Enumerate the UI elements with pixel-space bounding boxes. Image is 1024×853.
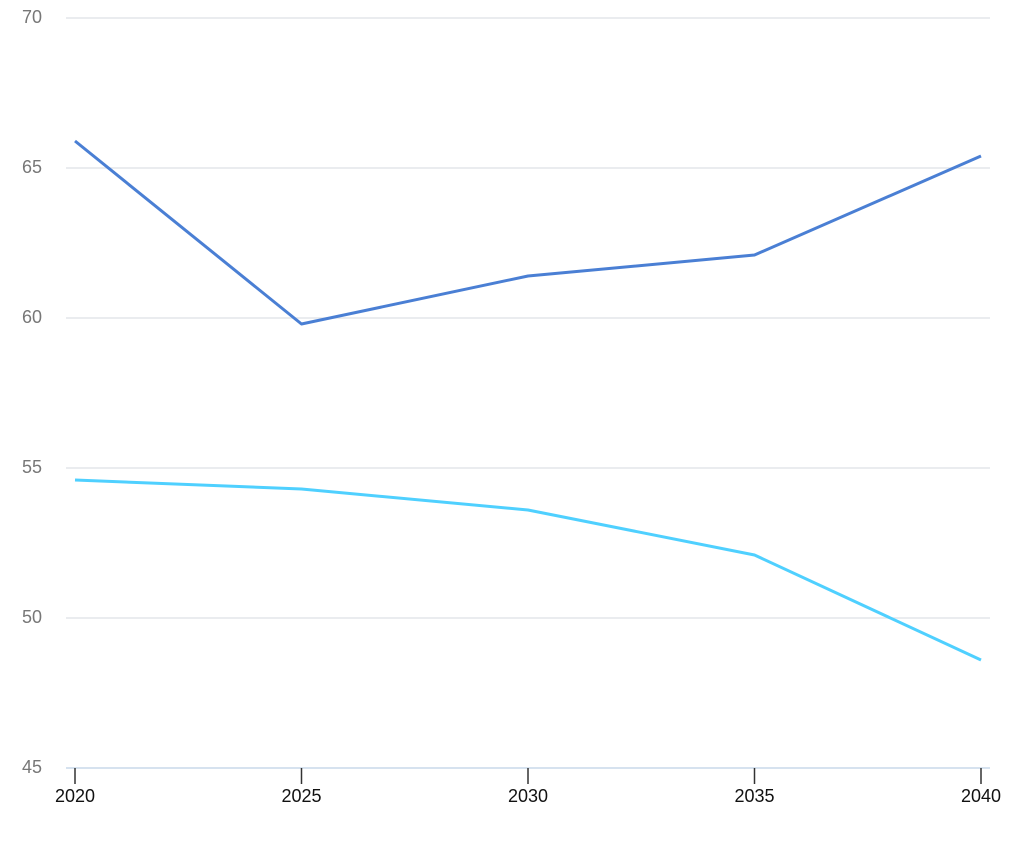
y-tick-label: 70 — [22, 7, 42, 27]
y-tick-label: 50 — [22, 607, 42, 627]
x-tick-label: 2040 — [961, 786, 1001, 806]
x-tick-label: 2035 — [734, 786, 774, 806]
y-tick-label: 55 — [22, 457, 42, 477]
y-tick-label: 65 — [22, 157, 42, 177]
x-tick-label: 2025 — [281, 786, 321, 806]
y-tick-label: 45 — [22, 757, 42, 777]
series-line — [74, 478, 982, 662]
x-tick-label: 2020 — [55, 786, 95, 806]
x-tick-label: 2030 — [508, 786, 548, 806]
series-line — [74, 139, 982, 326]
y-tick-label: 60 — [22, 307, 42, 327]
